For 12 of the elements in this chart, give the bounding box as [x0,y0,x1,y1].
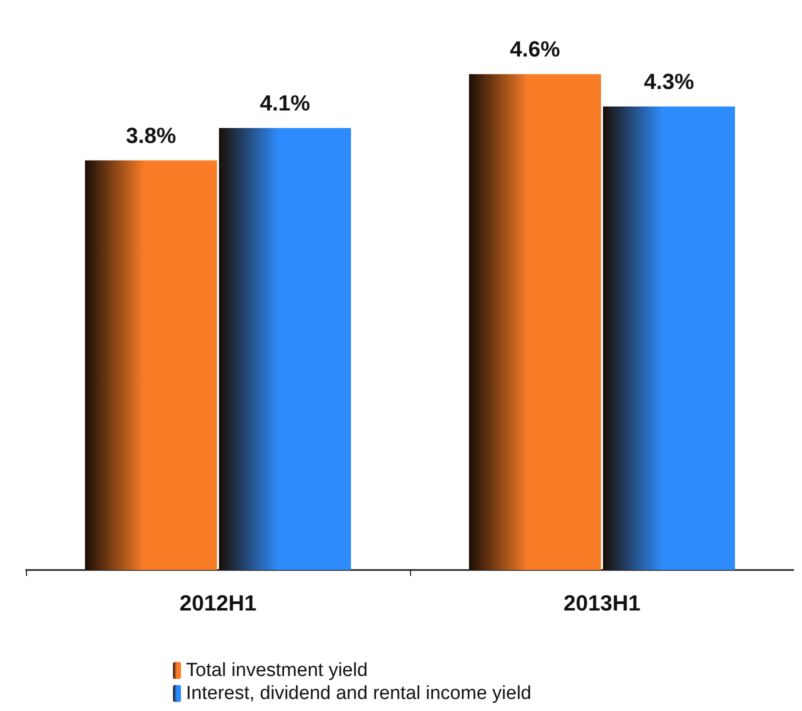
legend-label: Interest, dividend and rental income yield [186,683,532,704]
bar [218,128,351,570]
data-label: 4.3% [644,68,694,94]
data-label: 4.6% [510,36,560,62]
x-tick-label: 2012H1 [179,590,257,616]
data-label: 3.8% [126,122,176,148]
bar [469,74,602,570]
data-label: 4.1% [260,90,310,116]
x-tick-label: 2013H1 [563,590,641,616]
bar [85,160,218,570]
legend-label: Total investment yield [186,660,368,681]
bar [602,106,735,570]
